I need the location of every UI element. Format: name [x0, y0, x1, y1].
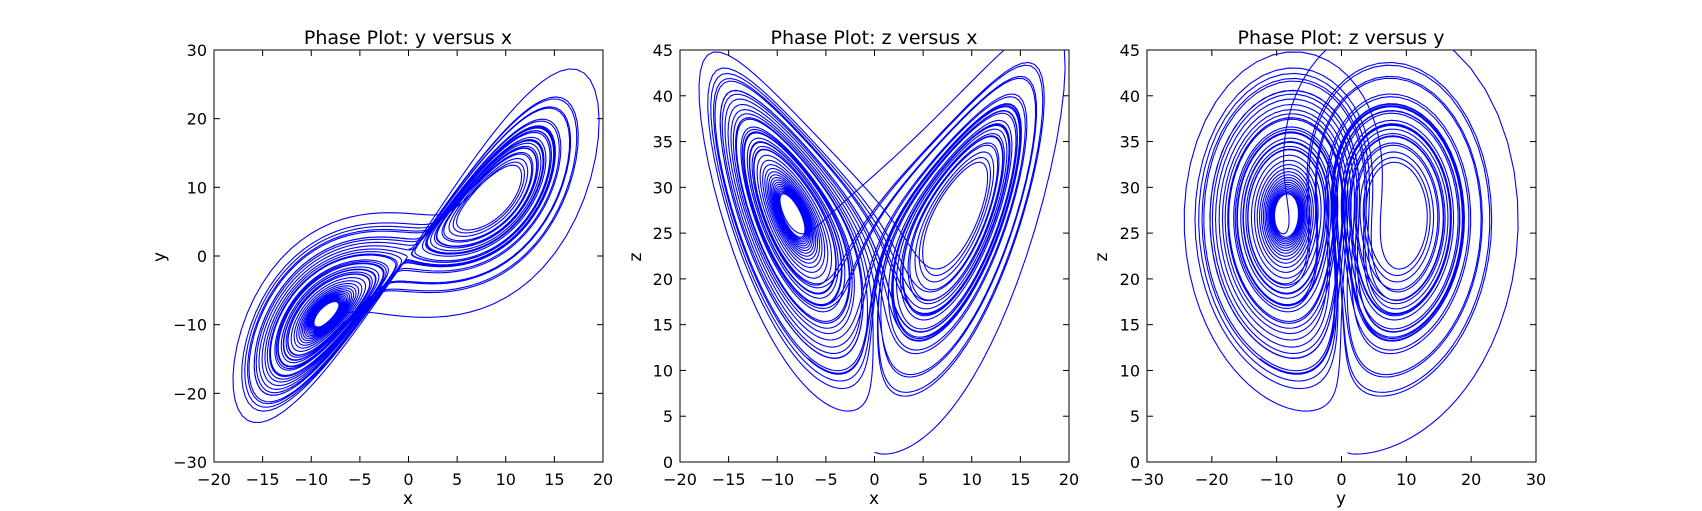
x-tick-label: 10 — [496, 470, 516, 489]
series-line — [698, 50, 1066, 455]
x-tick-label: 20 — [1059, 470, 1079, 489]
x-tick-label: −20 — [663, 470, 697, 489]
series-line — [1183, 50, 1519, 455]
y-axis-label: z — [1092, 252, 1112, 261]
y-tick-label: 10 — [653, 361, 673, 380]
y-tick-label: 40 — [653, 87, 673, 106]
y-tick-label: 10 — [1120, 361, 1140, 380]
y-tick-label: 35 — [653, 133, 673, 152]
y-tick-label: 45 — [1120, 41, 1140, 60]
series-line — [232, 68, 600, 424]
y-tick-label: 35 — [1120, 133, 1140, 152]
y-tick-label: 30 — [187, 41, 207, 60]
x-tick-label: 0 — [403, 470, 413, 489]
y-tick-label: 30 — [1120, 178, 1140, 197]
chart-title: Phase Plot: y versus x — [304, 27, 512, 49]
x-tick-label: 15 — [544, 470, 564, 489]
y-tick-label: 0 — [1130, 453, 1140, 472]
plot-area: −20 −15 −10 −5 0 5 10 15 20 0 5 10 15 20 25 30 35 40 45 — [653, 41, 1080, 489]
chart-title: Phase Plot: z versus y — [1238, 27, 1445, 49]
x-tick-label: 0 — [1336, 470, 1346, 489]
y-tick-label: −30 — [173, 453, 207, 472]
y-tick-label: 10 — [187, 178, 207, 197]
x-tick-label: 5 — [452, 470, 462, 489]
x-tick-label: 10 — [1396, 470, 1416, 489]
y-tick-label: 0 — [197, 247, 207, 266]
x-tick-label: 0 — [869, 470, 879, 489]
x-axis-label: x — [869, 489, 879, 509]
y-tick-label: 25 — [1120, 224, 1140, 243]
y-tick-label: −10 — [173, 316, 207, 335]
x-tick-label: 20 — [1461, 470, 1481, 489]
x-tick-label: −20 — [1195, 470, 1229, 489]
x-tick-label: −15 — [246, 470, 280, 489]
y-axis-label: y — [150, 252, 170, 262]
x-tick-label: −30 — [1130, 470, 1164, 489]
y-tick-label: 5 — [1130, 407, 1140, 426]
plot-area: −30 −20 −10 0 10 20 30 0 5 10 15 20 25 30 35 40 45 — [1120, 41, 1547, 489]
y-tick-label: −20 — [173, 384, 207, 403]
y-tick-label: 20 — [1120, 270, 1140, 289]
x-tick-label: 15 — [1010, 470, 1030, 489]
x-tick-label: −10 — [1260, 470, 1294, 489]
y-tick-label: 45 — [653, 41, 673, 60]
x-tick-label: −20 — [197, 470, 231, 489]
x-tick-label: −5 — [814, 470, 838, 489]
y-tick-label: 0 — [663, 453, 673, 472]
panel-z-vs-x: −20 −15 −10 −5 0 5 10 15 20 0 5 10 15 20 25 30 35 40 45 Ph… — [626, 27, 1080, 509]
x-tick-label: −10 — [294, 470, 328, 489]
x-tick-label: 10 — [962, 470, 982, 489]
y-tick-label: 40 — [1120, 87, 1140, 106]
y-tick-label: 25 — [653, 224, 673, 243]
x-tick-label: −10 — [760, 470, 794, 489]
x-tick-label: −5 — [348, 470, 372, 489]
y-axis-label: z — [626, 252, 646, 261]
x-axis-label: y — [1336, 489, 1346, 509]
y-tick-label: 15 — [1120, 316, 1140, 335]
y-tick-label: 20 — [653, 270, 673, 289]
x-tick-label: 5 — [918, 470, 928, 489]
x-tick-label: −15 — [712, 470, 746, 489]
y-tick-label: 30 — [653, 178, 673, 197]
x-axis-label: x — [403, 489, 413, 509]
y-tick-label: 15 — [653, 316, 673, 335]
y-tick-label: 5 — [663, 407, 673, 426]
y-tick-label: 20 — [187, 110, 207, 129]
panel-z-vs-y: −30 −20 −10 0 10 20 30 0 5 10 15 20 25 30 35 40 45 Phase… — [1092, 27, 1547, 509]
x-tick-label: 20 — [593, 470, 613, 489]
chart-title: Phase Plot: z versus x — [771, 27, 978, 49]
x-tick-label: 30 — [1526, 470, 1546, 489]
